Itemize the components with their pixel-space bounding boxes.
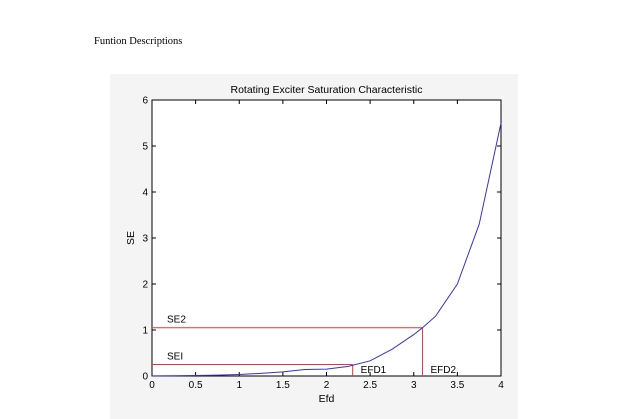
y-tick-label: 4 <box>142 188 148 199</box>
plot-area <box>151 99 502 377</box>
marker-y-label: SE2 <box>167 315 186 326</box>
y-tick-label: 6 <box>142 96 148 107</box>
x-tick-label: 2.5 <box>363 380 377 391</box>
x-tick-label: 0.5 <box>189 380 203 391</box>
marker-x-label: EFD2 <box>430 365 456 376</box>
chart-title: Rotating Exciter Saturation Characterist… <box>231 84 423 96</box>
x-axis-label: Efd <box>319 393 335 405</box>
y-axis-label: SE <box>125 231 137 245</box>
marker-y-label: SEI <box>167 352 183 363</box>
page-heading: Funtion Descriptions <box>94 36 183 47</box>
series-layer <box>151 122 502 377</box>
x-tick-label: 1.5 <box>276 380 290 391</box>
y-tick-label: 3 <box>142 234 148 245</box>
x-tick-label: 3 <box>411 380 417 391</box>
y-tick-label: 5 <box>142 142 148 153</box>
x-tick-label: 0 <box>149 380 155 391</box>
x-tick-label: 4 <box>498 380 504 391</box>
marker-x-label: EFD1 <box>361 365 387 376</box>
x-tick-label: 2 <box>324 380 330 391</box>
y-tick-label: 2 <box>142 280 148 291</box>
saturation-curve <box>151 122 502 377</box>
y-tick-label: 0 <box>142 372 148 383</box>
x-tick-label: 1 <box>236 380 242 391</box>
y-tick-label: 1 <box>142 326 148 337</box>
markers-layer: SEI EFD1 SE2 EFD2 <box>152 315 456 376</box>
ticks-layer: 0 0.5 1 1.5 2 2.5 3 3.5 4 0 1 2 3 4 5 6 <box>142 96 504 392</box>
x-tick-label: 3.5 <box>450 380 464 391</box>
